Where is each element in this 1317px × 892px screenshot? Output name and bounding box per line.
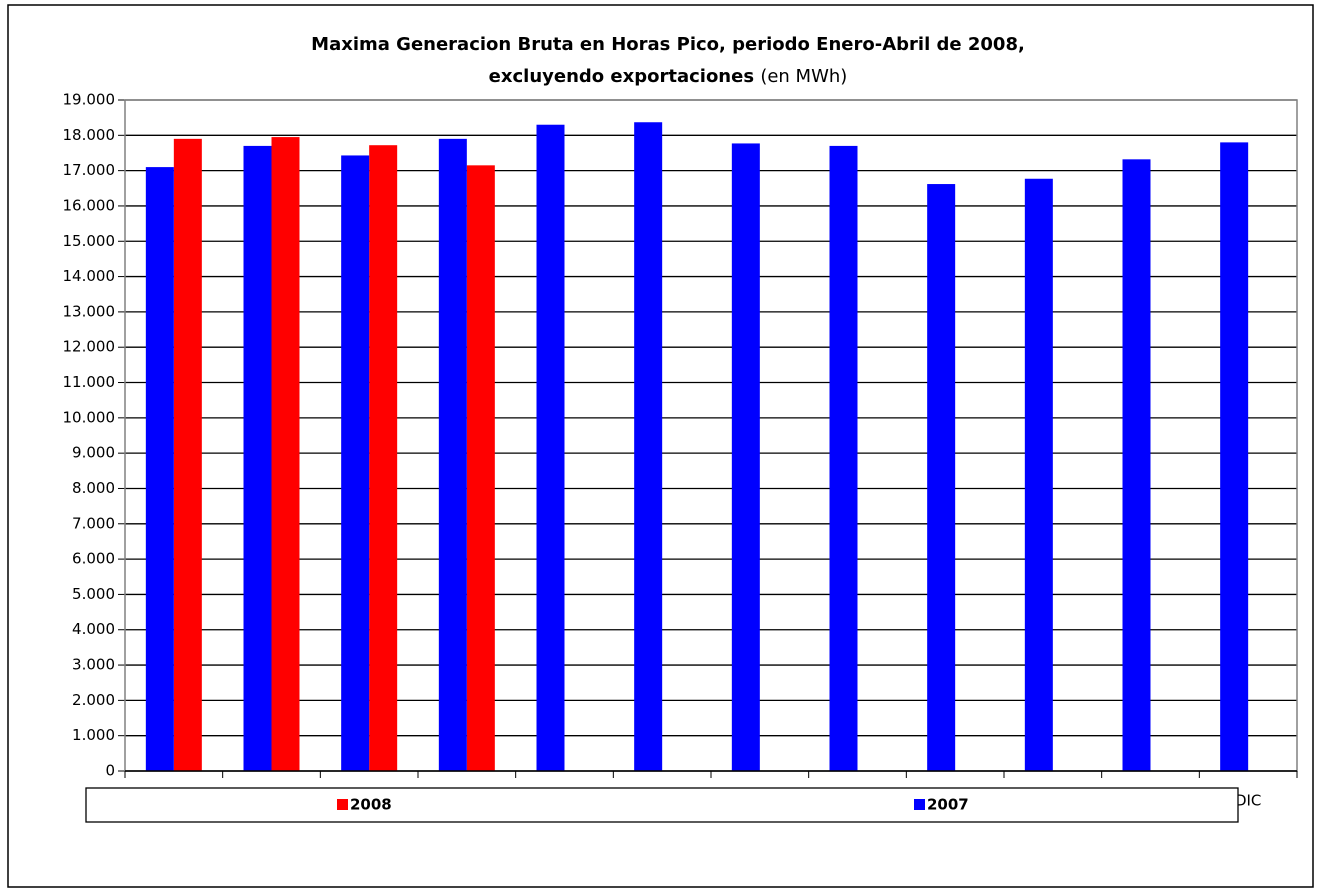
y-tick-label: 14.000 <box>63 267 116 285</box>
y-tick-label: 8.000 <box>72 479 115 497</box>
bar <box>634 122 663 771</box>
bar <box>536 124 565 771</box>
legend-label: 2008 <box>350 796 392 814</box>
y-tick-label: 9.000 <box>72 444 115 462</box>
bar <box>466 165 495 771</box>
bar <box>271 137 300 772</box>
y-tick-label: 5.000 <box>72 585 115 603</box>
chart-title: Maxima Generacion Bruta en Horas Pico, p… <box>311 34 1025 55</box>
y-tick-label: 7.000 <box>72 514 115 532</box>
y-tick-label: 12.000 <box>63 338 116 356</box>
bar <box>1220 142 1249 771</box>
bar <box>173 138 202 772</box>
bar <box>1122 159 1151 772</box>
y-tick-label: 3.000 <box>72 656 115 674</box>
bar <box>1024 178 1053 771</box>
y-tick-label: 2.000 <box>72 691 115 709</box>
y-tick-label: 0 <box>105 762 115 780</box>
y-tick-label: 1.000 <box>72 726 115 744</box>
subtitle-unit: (en MWh) <box>760 66 847 87</box>
y-tick-label: 19.000 <box>63 91 116 109</box>
y-tick-label: 15.000 <box>63 232 116 250</box>
legend-label: 2007 <box>927 796 969 814</box>
bar <box>829 145 858 771</box>
bar <box>243 145 272 771</box>
legend-swatch <box>914 799 925 810</box>
y-tick-label: 4.000 <box>72 620 115 638</box>
legend-swatch <box>337 799 348 810</box>
y-tick-label: 6.000 <box>72 550 115 568</box>
chart-subtitle: excluyendo exportaciones (en MWh) <box>489 66 848 87</box>
bar <box>927 184 956 771</box>
subtitle-bold: excluyendo exportaciones <box>489 66 754 87</box>
y-tick-label: 13.000 <box>63 302 116 320</box>
legend-box <box>85 787 1239 823</box>
y-tick-label: 18.000 <box>63 126 116 144</box>
bar <box>145 167 174 772</box>
y-tick-label: 16.000 <box>63 196 116 214</box>
bar <box>731 143 760 771</box>
y-tick-label: 17.000 <box>63 161 116 179</box>
bar <box>438 138 467 772</box>
y-tick-label: 11.000 <box>63 373 116 391</box>
bar <box>369 145 398 771</box>
bar <box>341 155 370 771</box>
x-tick-label: DIC <box>1235 792 1261 810</box>
y-tick-label: 10.000 <box>63 408 116 426</box>
